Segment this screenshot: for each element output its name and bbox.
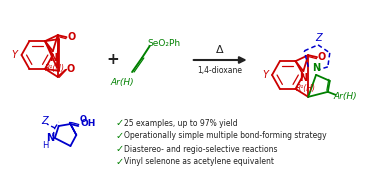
Text: Δ: Δ <box>216 45 224 55</box>
Text: 1,4-dioxane: 1,4-dioxane <box>198 66 243 75</box>
Text: H: H <box>42 141 48 149</box>
Text: ✓: ✓ <box>115 157 124 167</box>
Text: O: O <box>66 64 74 74</box>
Text: Ar(H): Ar(H) <box>110 77 134 86</box>
Text: R¹(H): R¹(H) <box>45 64 65 73</box>
Text: R¹(H): R¹(H) <box>295 84 315 93</box>
Text: Operationally simple multiple bond-forming strategy: Operationally simple multiple bond-formi… <box>124 132 327 141</box>
Text: OH: OH <box>81 119 96 128</box>
Text: N: N <box>312 63 320 73</box>
Text: N: N <box>299 73 307 83</box>
Text: Vinyl selenone as acetylene equivalent: Vinyl selenone as acetylene equivalent <box>124 158 274 167</box>
Text: 25 examples, up to 97% yield: 25 examples, up to 97% yield <box>124 118 238 128</box>
Text: O: O <box>67 32 76 42</box>
Text: O: O <box>80 116 87 125</box>
Text: Z: Z <box>315 33 321 43</box>
Text: ✓: ✓ <box>115 144 124 154</box>
Polygon shape <box>70 122 76 135</box>
Text: N: N <box>46 133 54 143</box>
Text: Z: Z <box>42 116 48 126</box>
Text: Ar(H): Ar(H) <box>334 92 357 101</box>
Text: Y: Y <box>262 70 268 80</box>
Text: +: + <box>106 52 119 68</box>
Text: N: N <box>49 53 57 63</box>
Text: Diastereo- and regio-selective reactions: Diastereo- and regio-selective reactions <box>124 144 278 153</box>
Text: ✓: ✓ <box>115 131 124 141</box>
Text: Y: Y <box>12 50 18 60</box>
Text: ✓: ✓ <box>115 118 124 128</box>
Text: O: O <box>318 52 326 62</box>
Text: SeO₂Ph: SeO₂Ph <box>148 38 181 47</box>
